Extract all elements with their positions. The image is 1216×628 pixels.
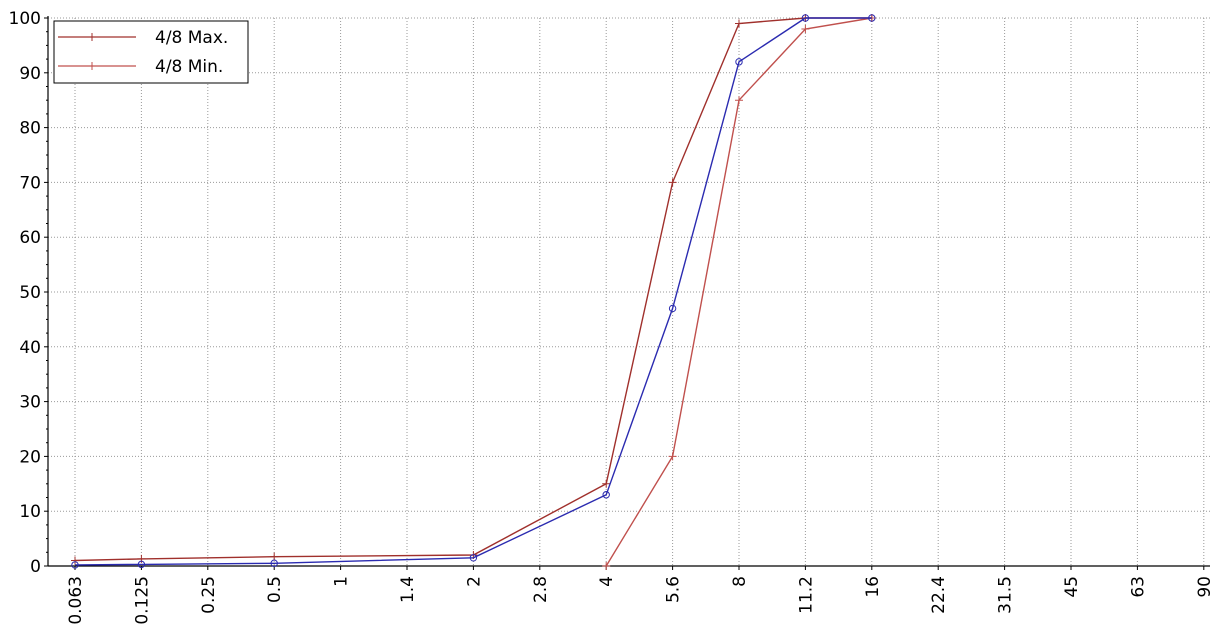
x-tick-label: 63 [1128, 576, 1148, 598]
series-point-0 [71, 556, 79, 565]
y-tick-label: 30 [19, 393, 41, 413]
x-tick-label: 2 [464, 576, 484, 587]
series-point-2 [668, 304, 677, 313]
series-point-1 [668, 452, 677, 461]
series-point-2 [868, 14, 876, 22]
x-tick-label: 8 [730, 576, 750, 587]
legend-marker-max [88, 33, 96, 41]
series-point-2 [270, 559, 278, 567]
series-line-2 [74, 17, 872, 566]
series-lines [71, 14, 876, 570]
series-point-1 [735, 96, 743, 105]
x-tick-label: 0.5 [265, 576, 285, 603]
y-tick-label: 40 [19, 338, 41, 358]
x-tick-label: 22.4 [929, 576, 949, 614]
series-point-1 [602, 562, 611, 570]
y-tick-label: 20 [19, 447, 41, 467]
y-tick-labels: 0 10 20 30 40 50 60 70 80 90 100 [9, 9, 41, 577]
x-tick-label: 5.6 [664, 576, 684, 603]
series-point-2 [137, 560, 146, 569]
series-point-1 [801, 24, 810, 33]
series-point-0 [602, 479, 611, 488]
legend-label-max: 4/8 Max. [155, 28, 228, 48]
legend-box [53, 20, 249, 84]
axes [44, 16, 1210, 570]
series-point-2 [71, 561, 79, 569]
x-tick-label: 1 [332, 576, 352, 587]
x-tick-label: 31.5 [996, 576, 1016, 614]
series-point-0 [270, 552, 279, 561]
y-tick-label: 0 [30, 557, 41, 577]
series-point-2 [602, 491, 610, 499]
series-point-2 [801, 14, 810, 22]
x-tick-label: 0.125 [132, 576, 152, 625]
series-point-2 [469, 554, 478, 562]
legend: 4/8 Max. 4/8 Min. [53, 20, 249, 84]
x-tick-labels: 0.063 0.125 0.25 0.5 1 1.4 2 2.8 4 5.6 8 11.2 16 22.4… [66, 576, 1215, 625]
y-tick-label: 50 [19, 283, 41, 303]
x-tick-label: 11.2 [796, 576, 816, 614]
x-tick-label: 0.25 [199, 576, 219, 614]
series-point-2 [735, 58, 743, 66]
y-tick-label: 100 [9, 9, 41, 29]
y-tick-label: 90 [19, 64, 41, 84]
y-tick-label: 10 [19, 502, 41, 522]
x-tick-label: 45 [1062, 576, 1082, 598]
x-tick-label: 1.4 [398, 576, 418, 603]
legend-marker-min [88, 62, 96, 70]
series-point-0 [668, 178, 677, 187]
legend-label-min: 4/8 Min. [155, 57, 223, 77]
y-tick-label: 80 [19, 119, 41, 139]
x-tick-label: 4 [597, 576, 617, 587]
x-tick-label: 0.063 [66, 576, 86, 625]
series-point-0 [735, 19, 743, 28]
x-tick-label: 90 [1195, 576, 1215, 598]
y-tick-label: 70 [19, 173, 41, 193]
x-tick-label: 2.8 [531, 576, 551, 603]
x-tick-label: 16 [863, 576, 883, 598]
grid-lines [48, 17, 1210, 566]
y-tick-label: 60 [19, 228, 41, 248]
